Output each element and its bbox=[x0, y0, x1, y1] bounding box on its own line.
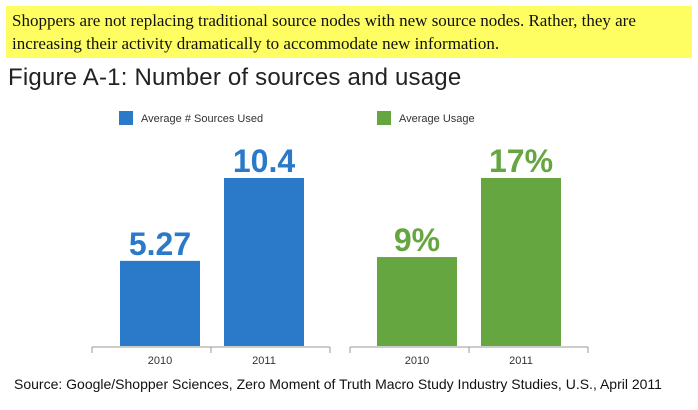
x-tick-label: 2011 bbox=[509, 355, 533, 367]
x-tick-label: 2010 bbox=[148, 355, 172, 367]
callout-highlight: Shoppers are not replacing traditional s… bbox=[6, 6, 692, 58]
bar-2010 bbox=[120, 260, 200, 346]
callout-text: Shoppers are not replacing traditional s… bbox=[12, 11, 636, 53]
bar-2011 bbox=[481, 178, 561, 346]
legend-label: Average Usage bbox=[399, 113, 475, 125]
legend-swatch bbox=[119, 111, 133, 125]
data-label: 17% bbox=[489, 143, 553, 179]
bar-2010 bbox=[377, 257, 457, 346]
data-label: 10.4 bbox=[233, 143, 295, 179]
chart-sources-used: Average # Sources Used 5.27 2010 10.4 2011 bbox=[91, 111, 331, 367]
legend-swatch bbox=[377, 111, 391, 125]
data-label: 5.27 bbox=[129, 226, 191, 262]
data-label: 9% bbox=[394, 222, 440, 258]
chart-average-usage: Average Usage 9% 2010 17% 2011 bbox=[349, 111, 589, 367]
source-note: Source: Google/Shopper Sciences, Zero Mo… bbox=[14, 376, 662, 392]
figure-title: Figure A-1: Number of sources and usage bbox=[8, 64, 462, 91]
x-tick-label: 2010 bbox=[405, 355, 429, 367]
legend-label: Average # Sources Used bbox=[141, 113, 263, 125]
bar-2011 bbox=[224, 178, 304, 346]
x-tick-label: 2011 bbox=[252, 355, 276, 367]
